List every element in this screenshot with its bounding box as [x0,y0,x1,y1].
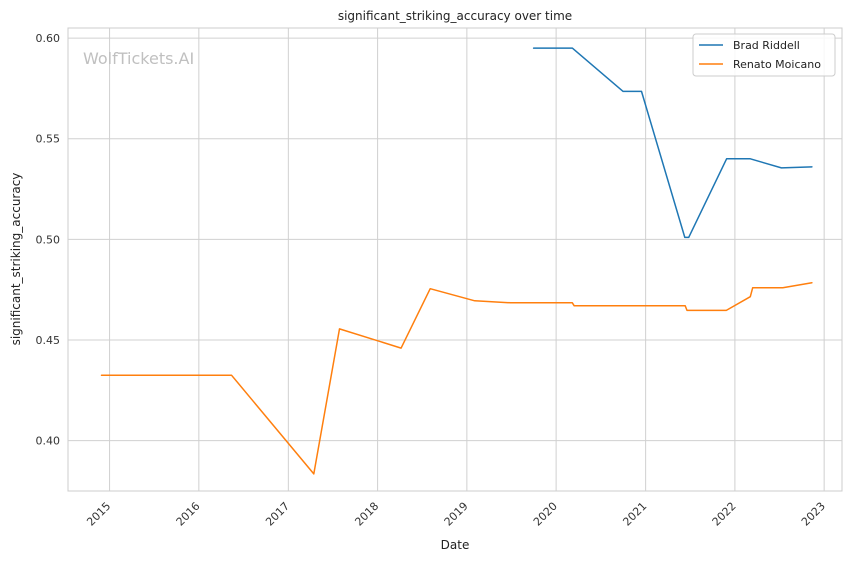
legend-label-renato-moicano: Renato Moicano [733,58,821,71]
y-tick-label: 0.55 [36,133,61,146]
legend-label-brad-riddell: Brad Riddell [733,39,800,52]
series-layer [100,47,813,475]
plot-area [67,27,843,492]
x-axis-label: Date [441,538,470,552]
y-tick-label: 0.40 [36,435,61,448]
legend-box [692,33,836,77]
grid-lines [68,28,842,491]
legend: Brad Riddell Renato Moicano [692,33,836,77]
chart-title: significant_striking_accuracy over time [338,9,572,23]
y-tick-label: 0.60 [36,32,61,45]
y-axis-label: significant_striking_accuracy [9,173,23,346]
y-tick-label: 0.50 [36,233,61,246]
y-tick-label: 0.45 [36,334,61,347]
series-line-renato-moicano [100,281,813,475]
watermark-text: WolfTickets.AI [83,49,194,68]
series-line-brad-riddell [532,47,813,239]
y-axis-ticks: 0.40 0.45 0.50 0.55 0.60 [36,32,61,448]
